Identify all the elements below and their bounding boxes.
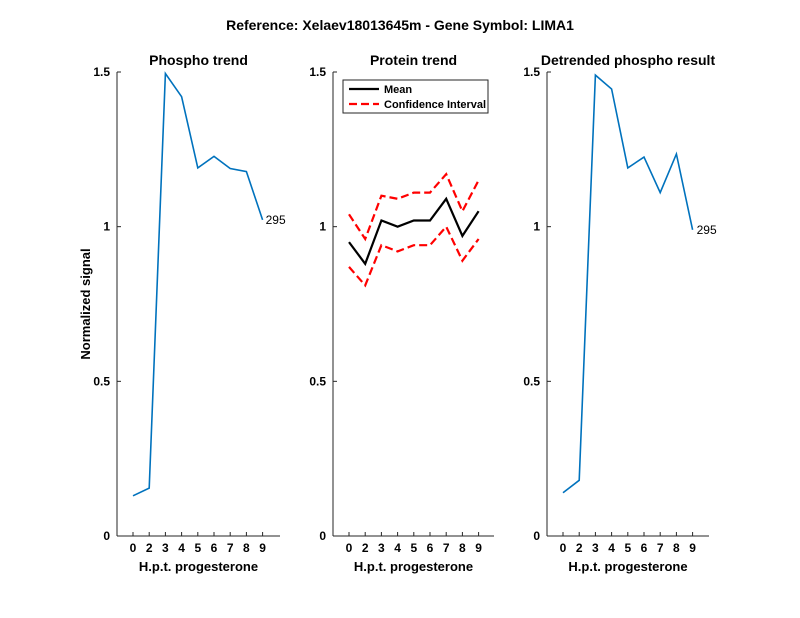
x-tick-label: 9 xyxy=(259,541,266,555)
x-tick-label: 9 xyxy=(689,541,696,555)
figure-ylabel: Normalized signal xyxy=(78,248,93,359)
x-tick-label: 4 xyxy=(178,541,185,555)
x-tick-label: 3 xyxy=(592,541,599,555)
x-axis-label: H.p.t. progesterone xyxy=(568,559,687,574)
x-tick-label: 6 xyxy=(211,541,218,555)
x-tick-label: 4 xyxy=(608,541,615,555)
x-axis-label: H.p.t. progesterone xyxy=(354,559,473,574)
x-tick-label: 0 xyxy=(560,541,567,555)
y-tick-label: 0.5 xyxy=(523,374,540,388)
x-axis-label: H.p.t. progesterone xyxy=(139,559,258,574)
series-line-1 xyxy=(348,172,480,242)
x-tick-label: 7 xyxy=(657,541,664,555)
x-tick-label: 6 xyxy=(427,541,434,555)
y-tick-label: 0.5 xyxy=(93,374,110,388)
point-annotation: 295 xyxy=(266,213,286,227)
y-tick-label: 1 xyxy=(533,220,540,234)
series-line-0 xyxy=(348,196,480,267)
x-tick-label: 3 xyxy=(162,541,169,555)
x-tick-label: 6 xyxy=(641,541,648,555)
figure-suptitle: Reference: Xelaev18013645m - Gene Symbol… xyxy=(226,17,574,33)
x-tick-label: 5 xyxy=(194,541,201,555)
x-tick-label: 7 xyxy=(227,541,234,555)
x-tick-label: 5 xyxy=(410,541,417,555)
legend-label: Confidence Interval xyxy=(384,99,486,111)
x-tick-label: 3 xyxy=(378,541,385,555)
y-tick-label: 0 xyxy=(533,529,540,543)
legend: Mean Confidence Interval xyxy=(342,79,489,114)
legend-label: Mean xyxy=(384,84,412,96)
y-tick-label: 1.5 xyxy=(309,65,326,79)
series-line-0 xyxy=(132,71,264,497)
y-tick-label: 0.5 xyxy=(309,374,326,388)
x-tick-label: 0 xyxy=(130,541,137,555)
panel-title: Phospho trend xyxy=(149,52,248,68)
legend-box xyxy=(342,79,489,114)
x-tick-label: 9 xyxy=(475,541,482,555)
y-tick-label: 1.5 xyxy=(523,65,540,79)
x-tick-label: 0 xyxy=(346,541,353,555)
x-tick-label: 2 xyxy=(576,541,583,555)
x-tick-label: 8 xyxy=(673,541,680,555)
y-tick-label: 0 xyxy=(319,529,326,543)
panel-title: Detrended phospho result xyxy=(541,52,716,68)
x-tick-label: 8 xyxy=(459,541,466,555)
x-tick-label: 8 xyxy=(243,541,250,555)
y-tick-label: 1 xyxy=(319,220,326,234)
point-annotation: 295 xyxy=(697,223,717,237)
y-tick-label: 1 xyxy=(103,220,110,234)
y-tick-label: 1.5 xyxy=(93,65,110,79)
y-tick-label: 0 xyxy=(103,529,110,543)
x-tick-label: 4 xyxy=(394,541,401,555)
series-line-0 xyxy=(562,73,694,494)
x-tick-label: 2 xyxy=(362,541,369,555)
x-tick-label: 2 xyxy=(146,541,153,555)
panel-title: Protein trend xyxy=(370,52,457,68)
x-tick-label: 7 xyxy=(443,541,450,555)
series-line-2 xyxy=(348,224,480,288)
x-tick-label: 5 xyxy=(624,541,631,555)
